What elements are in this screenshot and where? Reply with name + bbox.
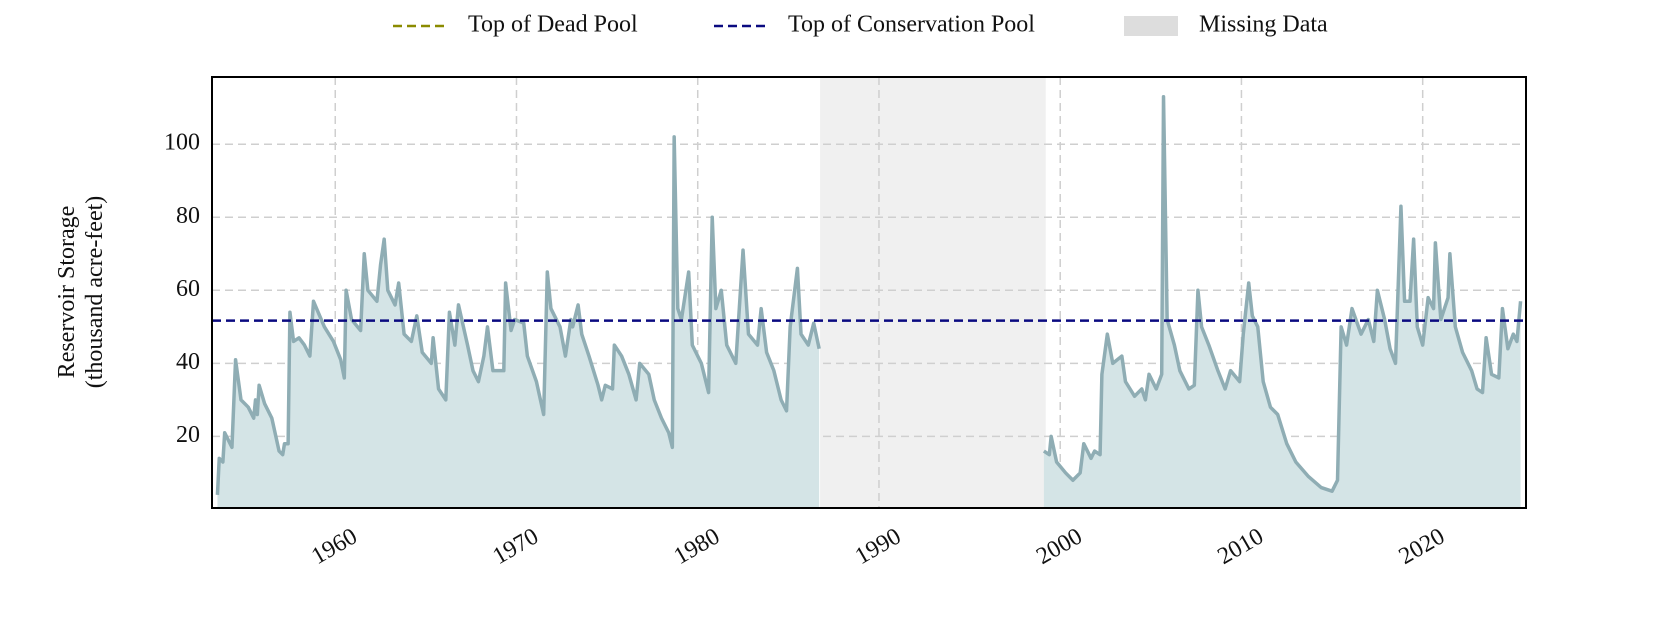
missing-data-band <box>820 77 1046 508</box>
x-tick-label: 2000 <box>1032 523 1087 570</box>
y-tick-label: 40 <box>176 349 200 375</box>
legend-label: Missing Data <box>1199 12 1328 38</box>
x-tick-label: 1990 <box>851 523 906 570</box>
x-tick-label: 1960 <box>307 523 362 570</box>
legend-label: Top of Dead Pool <box>468 12 638 38</box>
plot-frame <box>211 76 1527 509</box>
area-fill <box>1043 96 1521 508</box>
x-tick-label: 1970 <box>488 523 543 570</box>
series-line <box>215 94 1523 495</box>
y-tick-label: 80 <box>176 203 200 229</box>
x-tick-label: 1980 <box>670 523 725 570</box>
y-axis-label: Reservoir Storage(thousand acre-feet) <box>54 196 108 389</box>
y-tick-label: 60 <box>176 276 200 302</box>
legend-swatch <box>1124 16 1178 36</box>
x-tick-label: 2020 <box>1395 523 1450 570</box>
x-tick-label: 2010 <box>1213 523 1268 570</box>
y-tick-label: 100 <box>164 130 200 156</box>
legend-label: Top of Conservation Pool <box>788 12 1035 38</box>
y-tick-label: 20 <box>176 422 200 448</box>
